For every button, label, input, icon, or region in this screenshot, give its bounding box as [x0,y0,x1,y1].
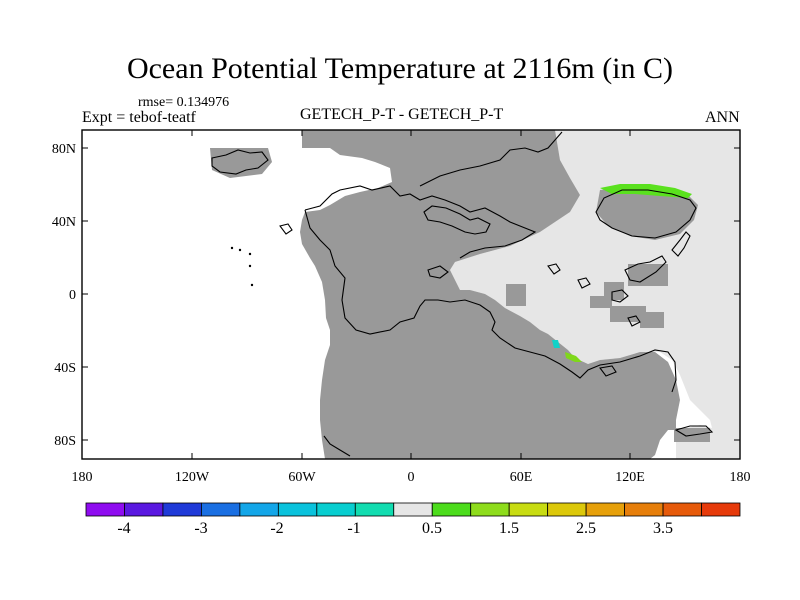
colorbar-label: 3.5 [653,520,673,537]
anomaly-positive-south [565,352,582,362]
colorbar-box [239,502,279,517]
rmse-label: rmse= 0.134976 [138,95,230,110]
colorbar-box [124,502,164,517]
lon-label-60w: 60W [288,470,316,485]
experiment-label: Expt = tebof-teatf [82,109,196,126]
colorbar-label: -4 [117,520,130,537]
colorbar-box [662,502,702,517]
colorbar-box [393,502,433,517]
lon-label-180e: 180 [730,470,751,485]
colorbar-label: -2 [270,520,283,537]
lat-label-80s: 80S [54,434,76,449]
lat-label-0: 0 [69,288,76,303]
season-label: ANN [705,109,740,126]
colorbar [85,502,741,517]
lon-tick-labels: 180 120W 60W 0 60E 120E 180 [72,470,751,485]
colorbar-box [585,502,625,517]
colorbar-label: 1.5 [499,520,519,537]
colorbar-label: 0.5 [422,520,442,537]
colorbar-label: 2.5 [576,520,596,537]
lon-label-120w: 120W [175,470,210,485]
lon-label-60e: 60E [510,470,533,485]
small-islands [230,246,254,287]
lat-label-40n: 40N [52,215,76,230]
colorbar-box [354,502,395,517]
lon-label-180w: 180 [72,470,93,485]
colorbar-box [470,502,510,517]
colorbar-box [547,502,587,517]
comparison-label: GETECH_P-T - GETECH_P-T [300,106,504,123]
land-patch-a [506,284,526,306]
map-area [82,130,740,459]
land-east-continent [596,186,698,240]
lat-label-40s: 40S [54,361,76,376]
land-patch-f [604,282,624,300]
colorbar-box [85,502,125,517]
lon-label-120e: 120E [615,470,645,485]
colorbar-box [624,502,664,517]
colorbar-box [701,502,741,517]
colorbar-box [277,502,318,517]
lat-ticks [82,147,740,441]
lat-label-80n: 80N [52,142,76,157]
colorbar-labels: -4 -3 -2 -1 0.5 1.5 2.5 3.5 [117,520,673,537]
colorbar-box [201,502,241,517]
anomaly-negative-south [552,340,560,348]
land-continent-main [300,130,680,459]
colorbar-box [508,502,549,517]
colorbar-label: -3 [194,520,207,537]
lon-ticks [81,130,741,459]
anomaly-positive-north [600,184,692,198]
coastlines [211,131,714,457]
lon-label-0: 0 [408,470,415,485]
colorbar-label: -1 [347,520,360,537]
land-patch-e [628,264,668,286]
lat-tick-labels: 80N 40N 0 40S 80S [52,142,76,449]
plot-title: Ocean Potential Temperature at 2116m (in… [126,52,674,85]
colorbar-box [316,502,356,517]
colorbar-box [431,502,472,517]
land-patch-d [640,312,664,328]
colorbar-box [162,502,202,517]
